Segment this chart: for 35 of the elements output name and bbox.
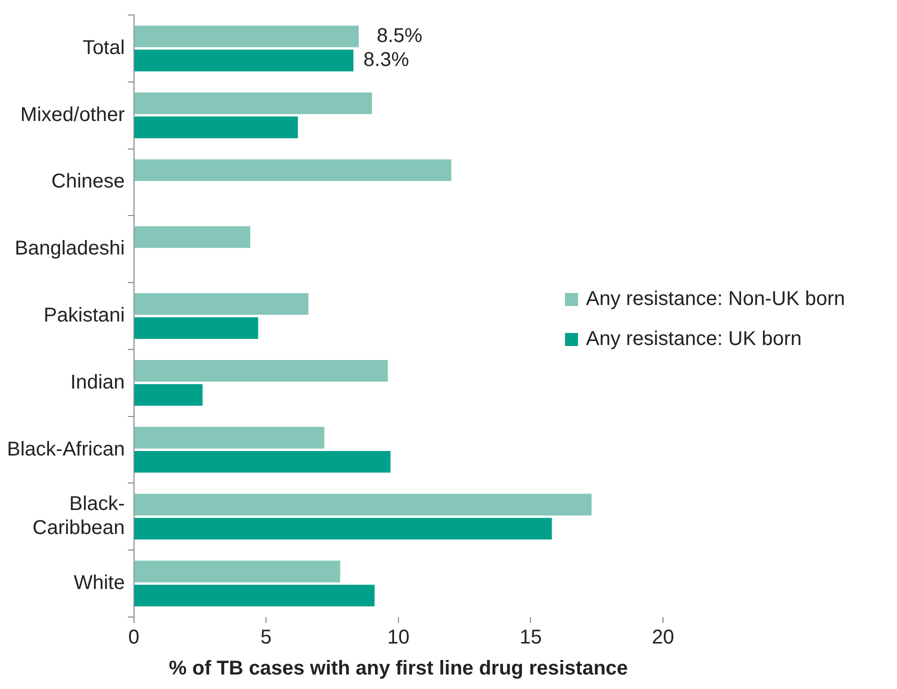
bar <box>134 560 340 582</box>
bar <box>134 494 592 516</box>
bar <box>134 92 372 114</box>
y-tick-label: Chinese <box>51 170 125 193</box>
x-tick-label: 10 <box>387 626 410 649</box>
bar <box>134 584 375 606</box>
bar <box>134 293 308 315</box>
bar <box>134 360 388 382</box>
data-label: 8.5% <box>376 24 423 47</box>
y-tick-label: Total <box>82 36 125 59</box>
legend-label: Any resistance: UK born <box>586 328 802 351</box>
bar <box>134 450 390 473</box>
data-label: 8.3% <box>363 49 410 71</box>
y-tick-label: Black-African <box>7 438 125 460</box>
x-axis-title: % of TB cases with any first line drug resistance <box>168 658 628 680</box>
y-tick-label: Black- Caribbean <box>32 493 125 540</box>
y-tick-label: Indian <box>70 371 125 394</box>
bar <box>134 226 250 248</box>
x-tick-label: 5 <box>260 626 272 649</box>
x-tick-label: 0 <box>128 626 140 649</box>
y-tick-label: Bangladeshi <box>14 238 125 260</box>
y-tick-label: Pakistani <box>44 304 125 327</box>
bar <box>134 50 354 72</box>
bar <box>134 317 258 339</box>
bar <box>134 426 324 449</box>
y-tick-label: White <box>74 572 125 594</box>
bar <box>134 518 552 540</box>
bar <box>134 116 298 138</box>
x-tick-label: 20 <box>652 626 674 649</box>
bar <box>134 384 203 406</box>
y-tick-label: Mixed/other <box>20 104 126 126</box>
bar <box>134 159 452 182</box>
x-tick-label: 15 <box>520 626 542 649</box>
bar <box>134 26 359 48</box>
legend-label: Any resistance: Non-UK born <box>586 288 846 311</box>
